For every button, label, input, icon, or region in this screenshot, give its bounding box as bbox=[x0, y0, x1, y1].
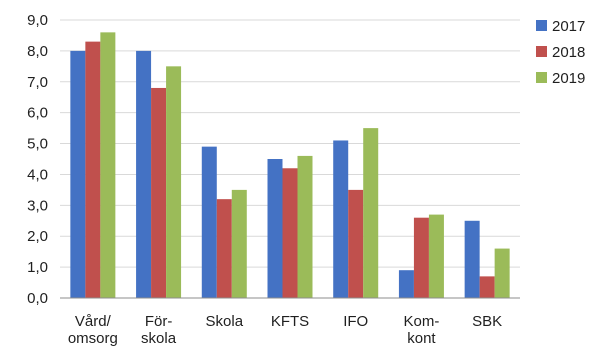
category-label: Vård/omsorg bbox=[68, 313, 118, 347]
category-label: SBK bbox=[472, 313, 502, 330]
legend-swatch-2019 bbox=[536, 72, 547, 83]
bar-2019-5 bbox=[428, 214, 444, 298]
category-label-line: Skola bbox=[206, 313, 244, 330]
y-axis-ticks: 0,0 1,0 2,0 3,0 4,0 5,0 6,0 7,0 8,0 9,0 bbox=[27, 12, 48, 307]
bars bbox=[70, 32, 510, 299]
y-tick-label: 1,0 bbox=[27, 259, 48, 276]
y-tick-label: 3,0 bbox=[27, 197, 48, 214]
legend-label-2018: 2018 bbox=[552, 44, 585, 61]
y-tick-label: 9,0 bbox=[27, 12, 48, 29]
y-tick-label: 5,0 bbox=[27, 136, 48, 153]
bar-2017-3 bbox=[267, 159, 283, 298]
category-label: KFTS bbox=[271, 313, 309, 330]
legend-swatch-2017 bbox=[536, 20, 547, 31]
category-label-line: Kom- bbox=[404, 313, 440, 330]
bar-2018-3 bbox=[282, 168, 298, 298]
y-tick-label: 4,0 bbox=[27, 166, 48, 183]
bar-2017-0 bbox=[70, 50, 86, 299]
category-label-line: skola bbox=[141, 330, 177, 347]
bar-2018-4 bbox=[348, 189, 364, 298]
bar-2019-1 bbox=[166, 66, 182, 298]
bar-2017-5 bbox=[398, 270, 414, 298]
legend-swatch-2018 bbox=[536, 46, 547, 57]
category-label-line: Vård/ bbox=[75, 313, 112, 330]
bar-2019-4 bbox=[363, 128, 379, 298]
bar-2019-6 bbox=[494, 248, 510, 298]
bar-2019-2 bbox=[231, 189, 247, 298]
category-label-line: omsorg bbox=[68, 330, 118, 347]
y-tick-label: 2,0 bbox=[27, 228, 48, 245]
bar-2017-1 bbox=[136, 50, 152, 299]
bar-2019-3 bbox=[297, 155, 313, 298]
y-tick-label: 0,0 bbox=[27, 290, 48, 307]
y-tick-label: 6,0 bbox=[27, 105, 48, 122]
legend-label-2019: 2019 bbox=[552, 70, 585, 87]
bar-2018-0 bbox=[85, 41, 101, 298]
bar-2017-6 bbox=[464, 220, 480, 298]
category-label-line: SBK bbox=[472, 313, 502, 330]
bar-2019-0 bbox=[100, 32, 116, 298]
category-label: För-skola bbox=[141, 313, 177, 347]
y-tick-label: 8,0 bbox=[27, 43, 48, 60]
bar-2017-2 bbox=[201, 146, 217, 298]
bar-2018-1 bbox=[151, 87, 167, 298]
bar-2017-4 bbox=[333, 140, 349, 298]
category-label-line: kont bbox=[407, 330, 436, 347]
bar-2018-5 bbox=[413, 217, 429, 298]
category-label-line: KFTS bbox=[271, 313, 309, 330]
x-axis-categories: Vård/omsorg För-skola Skola KFTS IFO Kom-kont… bbox=[68, 313, 502, 347]
y-tick-label: 7,0 bbox=[27, 74, 48, 91]
legend: 2017 2018 2019 bbox=[536, 18, 585, 87]
category-label-line: IFO bbox=[343, 313, 368, 330]
category-label-line: För- bbox=[145, 313, 173, 330]
bar-2018-6 bbox=[479, 276, 495, 298]
bar-2018-2 bbox=[216, 199, 232, 298]
category-label: Kom-kont bbox=[404, 313, 440, 347]
legend-label-2017: 2017 bbox=[552, 18, 585, 35]
category-label: Skola bbox=[206, 313, 244, 330]
category-label: IFO bbox=[343, 313, 368, 330]
